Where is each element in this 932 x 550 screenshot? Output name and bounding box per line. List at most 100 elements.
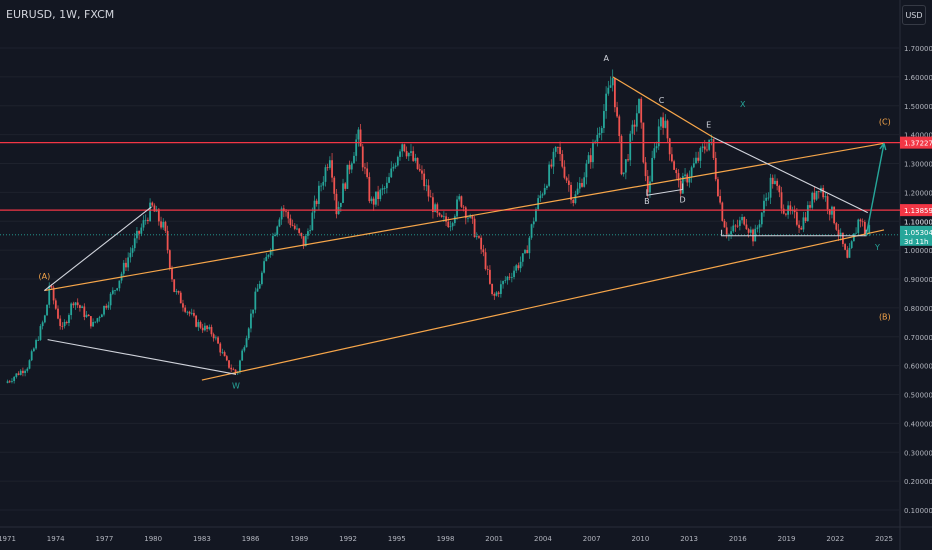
candle-body [107,305,110,308]
candle-body [603,111,605,129]
candle-body [712,139,715,158]
candle-body [780,192,783,209]
candle-body [326,167,329,168]
candle-body [296,228,298,230]
candle-body [513,270,515,278]
candle-body [274,234,276,237]
currency-button[interactable]: USD [902,5,926,25]
candle-body [410,151,412,153]
candle-body [269,249,272,255]
candle-body [342,183,344,203]
candle-body [184,307,187,312]
candle-body [749,229,752,233]
candle-body [265,256,268,262]
candle-body [673,161,675,170]
candle-body [618,116,621,137]
candle-body [252,309,255,314]
candle-body [668,138,671,155]
candle-body [111,290,114,294]
candle-body [414,157,417,161]
candle-body [65,322,68,323]
candle-body [26,368,29,371]
candle-body [697,157,700,161]
candle-body [129,252,132,258]
candle-body [662,117,665,128]
candle-body [63,322,66,327]
candle-body [535,209,537,222]
candle-body [280,208,283,220]
candle-body [456,199,458,217]
candle-body [611,78,614,86]
candle-body [228,360,230,368]
candle-body [247,328,250,339]
candle-body [383,188,386,189]
projection-arrowhead [879,142,887,151]
candle-body [440,215,443,217]
candle-body [87,314,90,317]
candle-body [346,164,349,189]
candle-body [572,199,575,204]
projection-arrow [865,143,885,236]
candle-body [802,217,805,230]
candle-body [230,367,233,370]
candle-body [83,306,86,318]
candle-body [401,144,404,152]
candle-body [142,220,145,228]
candle-body [199,322,202,328]
candle-body [357,129,360,140]
candle-body [701,146,704,148]
candle-body [335,193,338,215]
candle-body [392,166,395,169]
wave-label: A [604,54,610,63]
candle-body [651,157,654,182]
candle-body [785,213,787,215]
price-tag-label: 1.37227 [904,140,932,148]
candle-body [19,370,22,375]
candle-body [396,156,399,166]
y-tick-label: 1.20000 [904,189,932,197]
candle-body [285,211,287,213]
candle-body [795,212,798,225]
candle-body [565,177,568,181]
candle-body [861,221,864,223]
candle-body [857,219,860,233]
x-tick-label: 2001 [485,535,503,543]
candle-body [114,290,116,292]
candle-body [307,231,309,236]
candle-body [24,370,27,374]
candle-body [324,167,327,182]
candle-body [596,134,599,142]
y-tick-label: 1.00000 [904,247,932,255]
x-tick-label: 2016 [729,535,747,543]
candle-body [728,234,730,236]
candle-body [574,194,577,204]
y-tick-label: 0.60000 [904,363,932,371]
candle-body [85,314,88,318]
wave-label: (C) [879,118,891,127]
candle-body [622,172,625,175]
candle-body [293,225,296,229]
candle-body [789,205,792,211]
candle-body [421,170,423,174]
white-trend-line [713,137,868,214]
candle-body [309,230,312,232]
candle-body [767,197,770,199]
candle-body [92,322,94,327]
candle-body [677,173,680,181]
orange-trend-line [612,76,714,139]
annotations: (A) W A C X E B D (C) Y (B) [38,54,890,391]
candle-body [717,179,719,197]
candle-body [372,198,375,205]
candle-body [289,218,292,226]
candle-body [182,303,184,308]
candle-body [186,311,189,313]
wave-label: W [232,382,240,391]
candle-body [43,315,46,323]
candle-body [177,291,180,293]
candle-body [313,200,316,213]
candle-body [526,249,529,254]
candle-body [493,294,496,296]
candle-body [245,338,248,348]
candle-body [550,164,553,167]
